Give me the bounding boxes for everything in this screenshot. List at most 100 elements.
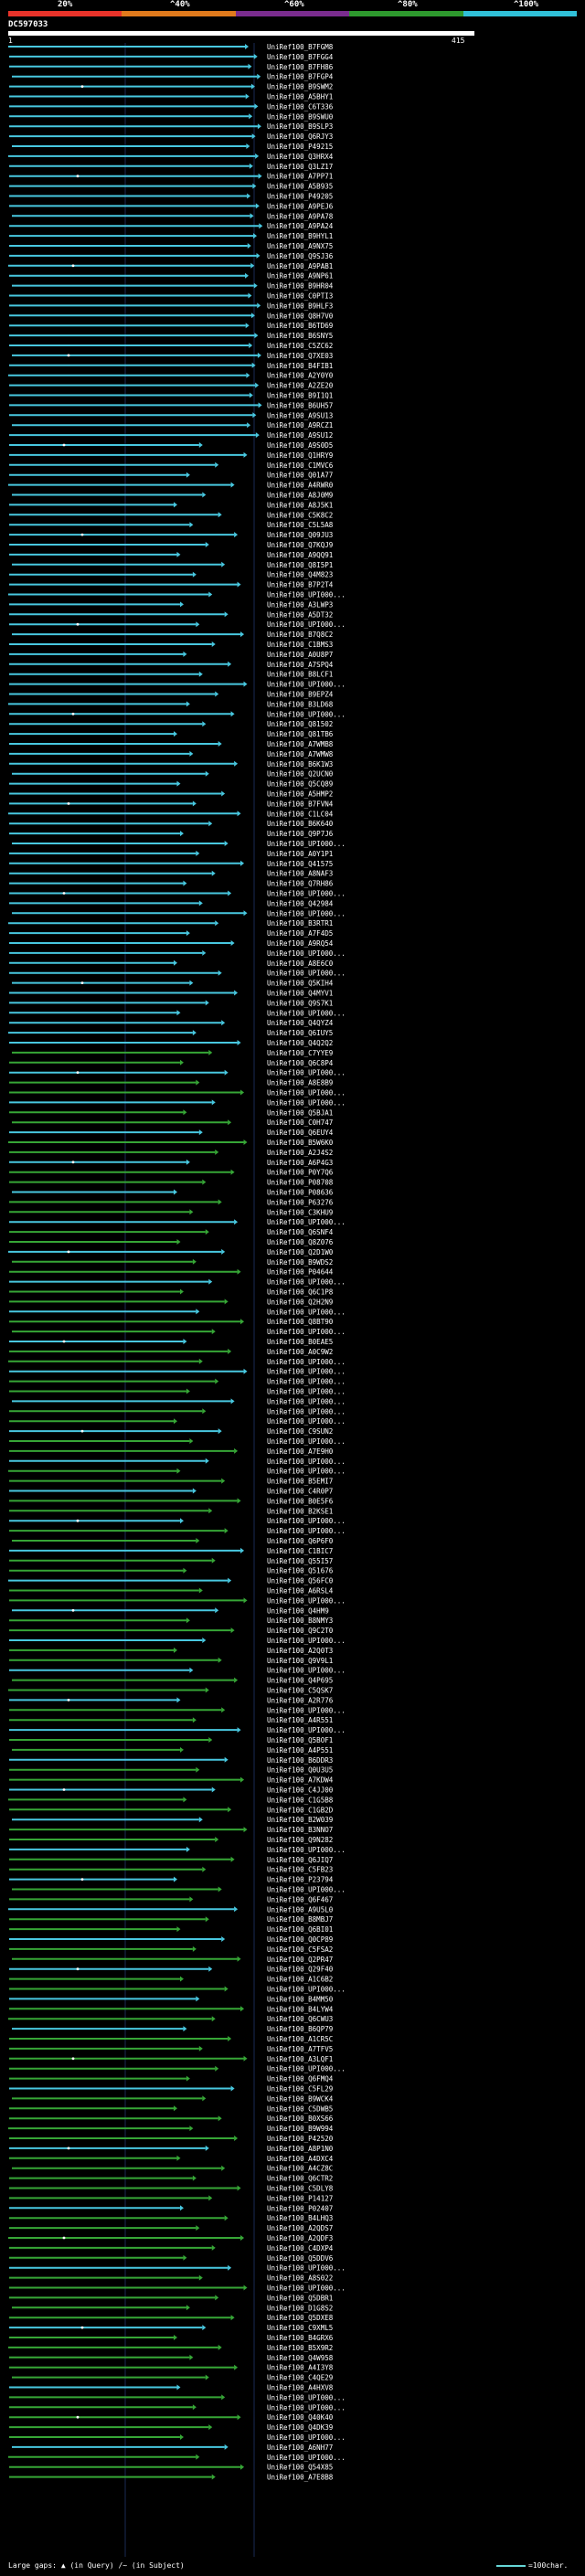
hit-row[interactable]: UniRef100_UPI000... [9,949,346,958]
hit-row[interactable]: UniRef100_Q1HRY9 [9,451,333,460]
hit-label[interactable]: UniRef100_B3LD68 [267,700,334,708]
hit-label[interactable]: UniRef100_Q09JU3 [267,531,333,539]
hit-row[interactable]: UniRef100_B4FIB1 [9,362,333,370]
hit-label[interactable]: UniRef100_B9SLP3 [267,122,333,131]
hit-label[interactable]: UniRef100_Q01A77 [267,472,333,480]
hit-label[interactable]: UniRef100_Q6SNF4 [267,1228,334,1236]
hit-label[interactable]: UniRef100_P14127 [267,2194,333,2202]
hit-label[interactable]: UniRef100_P08708 [267,1179,334,1187]
hit-row[interactable]: UniRef100_UPI000... [9,1986,346,1994]
hit-label[interactable]: UniRef100_A7WMB8 [267,740,334,748]
hit-row[interactable]: UniRef100_A0Y1P1 [9,850,333,858]
hit-label[interactable]: UniRef100_A9QQ91 [267,551,333,559]
hit-label[interactable]: UniRef100_Q6C8P4 [267,1059,334,1067]
hit-row[interactable]: UniRef100_Q4M823 [9,571,333,579]
hit-label[interactable]: UniRef100_UPI000... [267,1417,346,1426]
hit-label[interactable]: UniRef100_Q29F40 [267,1966,334,1974]
hit-label[interactable]: UniRef100_B0E5F6 [267,1497,334,1505]
hit-row[interactable]: UniRef100_UPI000... [9,1089,346,1097]
hit-label[interactable]: UniRef100_UPI000... [267,1069,346,1077]
hit-label[interactable]: UniRef100_Q7XE03 [267,352,333,360]
hit-row[interactable]: UniRef100_A8J0M9 [12,492,333,500]
hit-label[interactable]: UniRef100_Q5BOF1 [267,1736,333,1744]
hit-label[interactable]: UniRef100_B5X9R2 [267,2344,333,2352]
hit-label[interactable]: UniRef100_B9HR04 [267,282,334,291]
hit-row[interactable]: UniRef100_Q5DDV6 [9,2254,334,2263]
hit-row[interactable]: UniRef100_UPI000... [9,2393,346,2401]
hit-row[interactable]: UniRef100_UPI000... [8,1468,346,1476]
hit-label[interactable]: UniRef100_Q6C1P8 [267,1288,334,1297]
hit-label[interactable]: UniRef100_UPI000... [267,1278,346,1287]
hit-label[interactable]: UniRef100_Q4W958 [267,2354,334,2362]
hit-label[interactable]: UniRef100_UPI000... [267,1637,346,1645]
hit-row[interactable]: UniRef100_B4LYW4 [9,2005,334,2013]
hit-row[interactable]: UniRef100_B7FGP4 [12,73,334,81]
hit-label[interactable]: UniRef100_A4DXC4 [267,2155,334,2163]
hit-label[interactable]: UniRef100_UPI000... [267,2264,346,2273]
hit-row[interactable]: UniRef100_B0E5F6 [9,1497,334,1505]
hit-row[interactable]: UniRef100_UPI000... [9,1637,346,1645]
hit-label[interactable]: UniRef100_A9U5L0 [267,1905,334,1913]
hit-label[interactable]: UniRef100_Q5DDV6 [267,2254,334,2263]
hit-row[interactable]: UniRef100_A9PEJ6 [9,202,334,210]
hit-row[interactable]: UniRef100_UPI000... [12,1886,346,1894]
hit-label[interactable]: UniRef100_UPI000... [267,2433,346,2442]
hit-label[interactable]: UniRef100_P49215 [267,143,333,151]
hit-row[interactable]: UniRef100_Q6IUY5 [8,1029,333,1037]
hit-row[interactable]: UniRef100_A9NX75 [9,242,333,250]
hit-label[interactable]: UniRef100_B7P2T4 [267,581,334,589]
hit-row[interactable]: UniRef100_B9WDS2 [12,1258,333,1267]
hit-label[interactable]: UniRef100_A4RWR0 [267,482,334,490]
hit-row[interactable]: UniRef100_A4I3Y8 [9,2364,334,2372]
hit-row[interactable]: UniRef100_A9RQ54 [9,939,334,948]
hit-label[interactable]: UniRef100_C4R0P7 [267,1488,333,1496]
hit-row[interactable]: UniRef100_A2QDF3 [8,2234,333,2242]
hit-row[interactable]: UniRef100_Q51676 [9,1567,334,1575]
hit-row[interactable]: UniRef100_B4LHQ3 [9,2214,333,2222]
hit-row[interactable]: UniRef100_B8NMY3 [9,1617,333,1625]
hit-row[interactable]: UniRef100_Q4QYZ4 [9,1019,334,1027]
hit-row[interactable]: UniRef100_Q9C2T0 [9,1627,334,1635]
hit-label[interactable]: UniRef100_Q4MYV1 [267,990,333,998]
hit-label[interactable]: UniRef100_C5FB23 [267,1866,333,1874]
hit-row[interactable]: UniRef100_UPI000... [9,2065,346,2073]
hit-row[interactable]: UniRef100_B7FGG4 [9,53,334,61]
hit-row[interactable]: UniRef100_A9RCZ1 [12,421,333,429]
hit-row[interactable]: UniRef100_Q56FC0 [8,1577,334,1585]
hit-row[interactable]: UniRef100_UPI000... [9,1417,346,1426]
hit-row[interactable]: UniRef100_A4DXC4 [9,2155,334,2163]
hit-label[interactable]: UniRef100_B0XS66 [267,2115,334,2123]
hit-label[interactable]: UniRef100_UPI000... [267,2065,346,2073]
hit-label[interactable]: UniRef100_C9SUN2 [267,1427,333,1436]
hit-label[interactable]: UniRef100_A1CR5C [267,2035,333,2043]
hit-row[interactable]: UniRef100_B9SWM2 [9,83,333,91]
hit-row[interactable]: UniRef100_B9SWU0 [9,112,334,121]
hit-row[interactable]: UniRef100_C5FB23 [9,1866,333,1874]
hit-row[interactable]: UniRef100_B3NNO7 [9,1826,333,1834]
hit-row[interactable]: UniRef100_A5HMP2 [9,790,333,799]
hit-label[interactable]: UniRef100_P49205 [267,193,333,201]
hit-label[interactable]: UniRef100_Q6P6F0 [267,1537,334,1545]
hit-row[interactable]: UniRef100_A4CZ8C [12,2165,333,2173]
hit-row[interactable]: UniRef100_A8E8B9 [9,1079,333,1087]
hit-row[interactable]: UniRef100_Q4Q2Q2 [9,1039,333,1047]
hit-row[interactable]: UniRef100_A1C6B2 [9,1976,333,1984]
hit-label[interactable]: UniRef100_B8MBJ7 [267,1915,333,1924]
hit-row[interactable]: UniRef100_A6RSL4 [9,1587,334,1595]
hit-row[interactable]: UniRef100_B5X9R2 [8,2344,333,2352]
hit-label[interactable]: UniRef100_Q8H7V0 [267,312,334,320]
hit-label[interactable]: UniRef100_Q54X85 [267,2464,333,2472]
hit-row[interactable]: UniRef100_Q5BOF1 [9,1736,333,1744]
hit-row[interactable]: UniRef100_A2Q0T3 [9,1647,333,1655]
hit-label[interactable]: UniRef100_A7E8B8 [267,2474,334,2482]
hit-row[interactable]: UniRef100_Q6CTR2 [9,2175,333,2183]
hit-label[interactable]: UniRef100_UPI000... [267,1009,346,1017]
hit-row[interactable]: UniRef100_A7WMB8 [9,740,334,748]
hit-label[interactable]: UniRef100_B9EPZ4 [267,691,334,699]
hit-label[interactable]: UniRef100_Q55I57 [267,1557,333,1565]
hit-row[interactable]: UniRef100_B5EMI7 [9,1478,333,1486]
hit-label[interactable]: UniRef100_UPI000... [267,1517,346,1525]
hit-row[interactable]: UniRef100_Q3HRX4 [8,153,334,161]
hit-row[interactable]: UniRef100_B8LCF1 [9,671,333,679]
hit-label[interactable]: UniRef100_B9SWM2 [267,83,333,91]
